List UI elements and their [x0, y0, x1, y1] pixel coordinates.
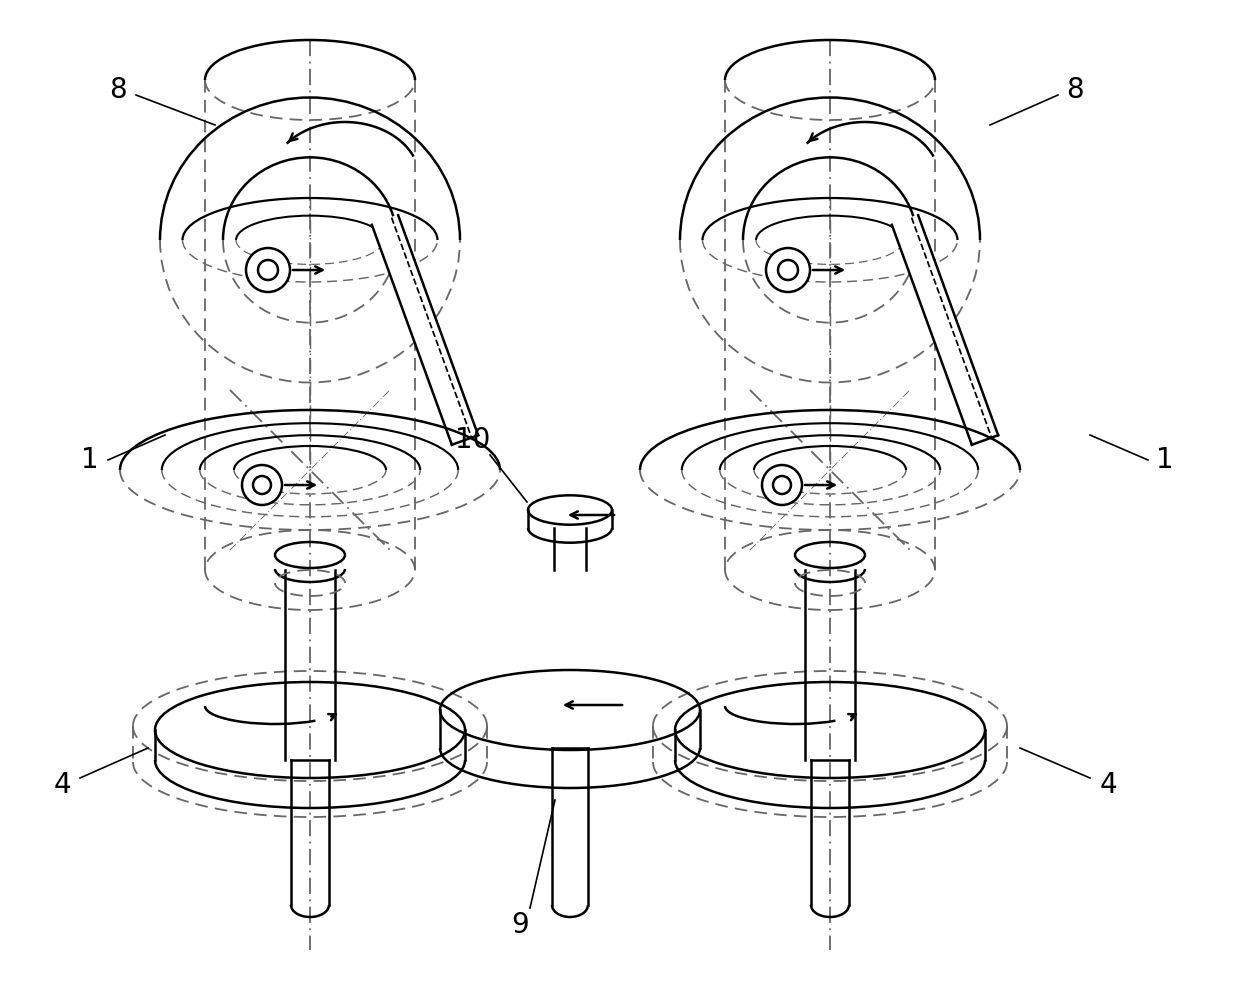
Text: 8: 8	[109, 76, 126, 104]
Text: 10: 10	[455, 426, 491, 454]
Polygon shape	[372, 215, 479, 445]
Text: 4: 4	[1099, 771, 1117, 799]
Text: 1: 1	[81, 446, 99, 474]
Circle shape	[258, 260, 278, 280]
Text: 8: 8	[1066, 76, 1084, 104]
Circle shape	[766, 248, 810, 292]
Circle shape	[763, 465, 802, 505]
Circle shape	[773, 476, 791, 494]
Circle shape	[246, 248, 290, 292]
Circle shape	[253, 476, 272, 494]
Polygon shape	[892, 215, 998, 445]
Text: 9: 9	[511, 911, 529, 939]
Circle shape	[777, 260, 799, 280]
Text: 1: 1	[1156, 446, 1174, 474]
Text: 4: 4	[53, 771, 71, 799]
Circle shape	[242, 465, 281, 505]
